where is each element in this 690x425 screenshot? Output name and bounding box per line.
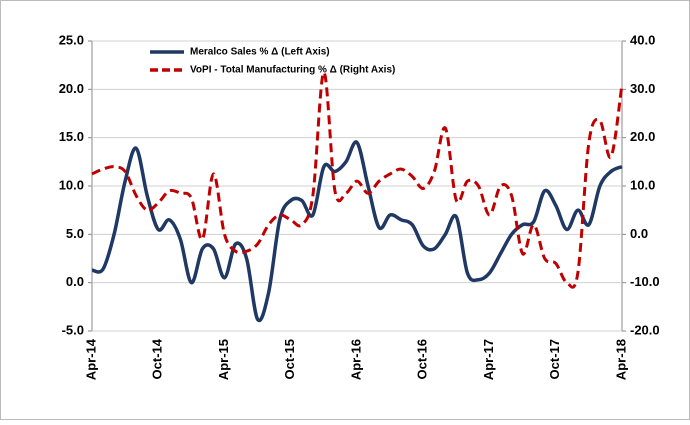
x-tick-label: Oct-15 xyxy=(282,339,297,379)
x-tick-label: Apr-17 xyxy=(481,339,496,380)
y-tick-label: 20.0 xyxy=(59,81,84,96)
x-tick-label: Oct-16 xyxy=(415,339,430,379)
y2-tick-label: -10.0 xyxy=(630,274,660,289)
x-tick-label: Apr-14 xyxy=(83,338,98,380)
legend-label: VoPI - Total Manufacturing % Δ (Right Ax… xyxy=(190,65,395,76)
y-tick-label: 0.0 xyxy=(66,274,84,289)
y2-tick-label: 30.0 xyxy=(630,81,655,96)
x-tick-label: Apr-18 xyxy=(613,339,628,380)
x-tick-label: Oct-17 xyxy=(547,339,562,379)
y2-tick-label: 40.0 xyxy=(630,32,655,47)
x-tick-label: Oct-14 xyxy=(150,338,165,379)
y2-tick-label: 0.0 xyxy=(630,226,648,241)
x-tick-label: Apr-16 xyxy=(348,339,363,380)
y2-tick-label: -20.0 xyxy=(630,322,660,337)
y-tick-label: 25.0 xyxy=(59,32,84,47)
y2-tick-label: 20.0 xyxy=(630,129,655,144)
legend-label: Meralco Sales % Δ (Left Axis) xyxy=(190,47,330,58)
series-line xyxy=(91,140,623,323)
x-tick-label: Apr-15 xyxy=(216,339,231,380)
series-line xyxy=(91,70,624,289)
y-tick-label: -5.0 xyxy=(62,322,84,337)
y-tick-label: 15.0 xyxy=(59,129,84,144)
y-tick-label: 10.0 xyxy=(59,177,84,192)
y-tick-label: 5.0 xyxy=(66,226,84,241)
y2-tick-label: 10.0 xyxy=(630,177,655,192)
